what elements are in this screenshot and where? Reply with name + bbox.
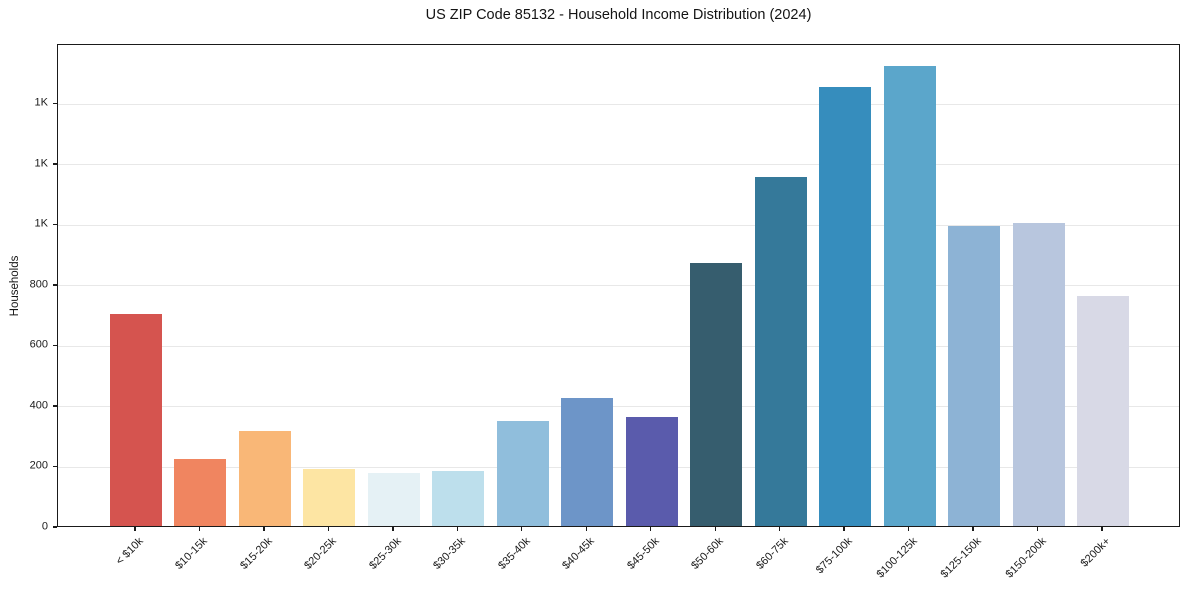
y-tick-label: 1K [34, 96, 48, 109]
y-tick-mark [53, 223, 57, 226]
y-tick-mark [53, 344, 57, 347]
x-tick-mark [134, 527, 136, 531]
bar-< $10k [110, 314, 162, 526]
x-tick-label: $200k+ [1078, 535, 1113, 570]
bar-$50-60k [690, 263, 743, 526]
y-tick-label: 400 [29, 399, 48, 412]
x-tick-label: $30-35k [431, 535, 469, 572]
x-tick-mark [521, 527, 523, 531]
x-tick-label: $75-100k [813, 535, 855, 577]
x-tick-label: $25-30k [367, 535, 404, 572]
x-tick-mark [843, 527, 845, 531]
bar-$150-200k [1012, 223, 1065, 526]
gridline [58, 285, 1179, 287]
bar-$75-100k [819, 86, 872, 526]
x-tick-mark [263, 527, 265, 531]
y-tick-mark [53, 526, 57, 528]
bar-$15-20k [238, 430, 291, 526]
bar-$100-125k [883, 66, 936, 526]
x-tick-mark [972, 527, 974, 531]
y-tick-mark [53, 102, 57, 104]
y-tick-mark [53, 163, 57, 165]
y-tick-label: 200 [29, 459, 48, 472]
y-tick-label: 800 [29, 278, 48, 291]
x-tick-label: $100-125k [874, 535, 920, 581]
x-tick-mark [714, 527, 716, 531]
gridline [58, 466, 1179, 468]
x-tick-mark [907, 527, 910, 531]
chart-title: US ZIP Code 85132 - Household Income Dis… [425, 7, 812, 23]
x-tick-mark [1036, 527, 1039, 531]
x-tick-mark [650, 527, 652, 531]
y-tick-mark [53, 465, 57, 468]
plot-area [57, 44, 1180, 527]
x-tick-label: $50-60k [689, 535, 726, 572]
x-tick-label: $40-45k [560, 535, 598, 572]
x-tick-label: $15-20k [238, 535, 275, 572]
x-tick-mark [585, 527, 587, 531]
x-tick-label: $10-15k [173, 535, 211, 572]
x-tick-label: < $10k [113, 535, 146, 568]
gridline [58, 406, 1179, 408]
y-tick-label: 600 [29, 338, 48, 351]
x-tick-label: $45-50k [624, 535, 662, 572]
gridline [58, 345, 1179, 347]
bar-$45-50k [625, 417, 678, 526]
x-tick-label: $150-200k [1003, 535, 1049, 581]
bar-$10-15k [174, 458, 227, 526]
y-tick-mark [53, 405, 57, 407]
bar-$25-30k [367, 473, 420, 526]
gridline [58, 164, 1179, 166]
gridline [58, 103, 1179, 105]
bar-$60-75k [754, 177, 807, 526]
x-tick-label: $125-150k [938, 535, 984, 581]
x-tick-mark [456, 527, 459, 531]
bar-$125-150k [948, 226, 1001, 526]
y-tick-label: 0 [41, 520, 48, 533]
bar-$200k+ [1077, 296, 1129, 526]
bar-$20-25k [303, 469, 356, 526]
x-tick-mark [392, 527, 394, 531]
bar-$35-40k [496, 421, 549, 526]
x-tick-label: $60-75k [753, 535, 791, 572]
x-tick-mark [1101, 527, 1103, 531]
x-tick-mark [778, 527, 781, 531]
bar-$30-35k [432, 470, 485, 526]
bar-$40-45k [561, 397, 614, 526]
x-tick-mark [198, 527, 201, 531]
x-tick-label: $20-25k [302, 535, 340, 572]
x-tick-label: $35-40k [495, 535, 533, 572]
x-tick-mark [327, 527, 330, 531]
y-tick-mark [53, 284, 57, 286]
gridline [58, 224, 1179, 226]
y-tick-label: 1K [34, 217, 48, 230]
y-tick-label: 1K [34, 157, 48, 170]
